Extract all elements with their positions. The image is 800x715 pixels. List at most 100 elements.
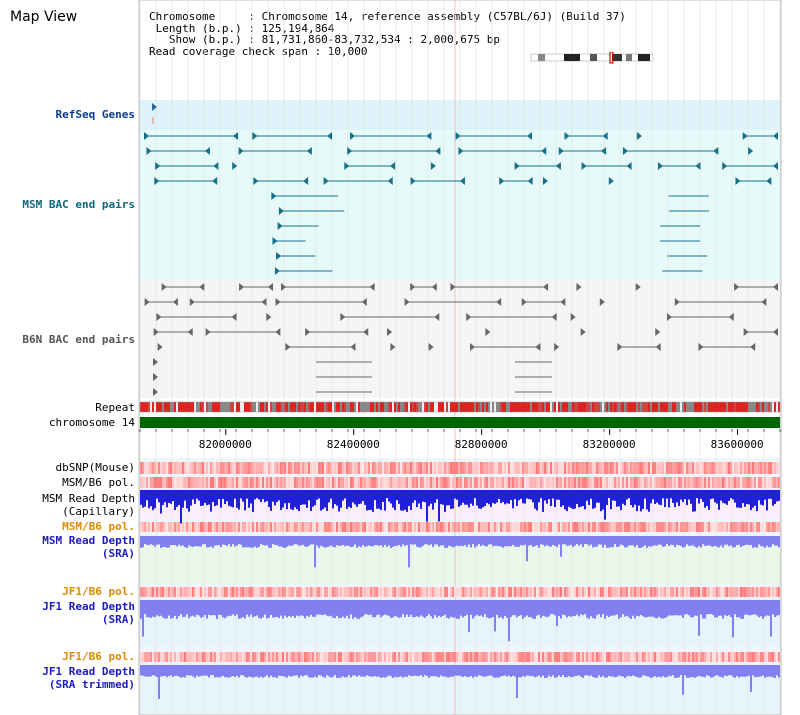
msm-bac-end: [435, 147, 441, 155]
b6n-bac-end: [728, 313, 734, 321]
b6n-bac-end: [239, 283, 245, 291]
b6n-bac-end: [576, 283, 582, 291]
label-jf1-b6-pol-1[interactable]: JF1/B6 pol.: [62, 585, 135, 598]
b6n-bac-end: [551, 313, 557, 321]
msm-bac-end: [344, 162, 350, 170]
b6n-bac-end: [580, 328, 586, 336]
b6n-bac-end: [535, 343, 541, 351]
msm-bac-end: [526, 132, 532, 140]
b6n-bac-end: [363, 328, 369, 336]
b6n-bac-end: [153, 388, 158, 396]
jf1-trimmed-depth: [140, 665, 780, 666]
b6n-bac-end: [404, 298, 410, 306]
label-sra-trimmed: (SRA trimmed): [48, 678, 135, 691]
refseq-gene-marker: [152, 103, 157, 111]
msm-bac-end: [713, 147, 719, 155]
b6n-bac-end: [153, 328, 159, 336]
b6n-bac-end: [189, 298, 195, 306]
label-chromosome[interactable]: chromosome 14: [48, 416, 135, 429]
label-msm-depth-capillary[interactable]: MSM Read Depth: [42, 492, 135, 505]
label-refseq-genes[interactable]: RefSeq Genes: [55, 108, 135, 121]
msm-bac-end: [252, 132, 258, 140]
b6n-bac-end: [199, 283, 205, 291]
b6n-bac-end: [428, 343, 434, 351]
msm-bac-end: [306, 147, 312, 155]
msm-bac-end: [499, 177, 505, 185]
b6n-bac-end: [390, 343, 396, 351]
ideogram-position-marker: [609, 52, 614, 64]
b6n-bac-end: [655, 328, 661, 336]
label-msm-b6-pol-2[interactable]: MSM/B6 pol.: [62, 520, 135, 533]
b6n-bac-end: [285, 343, 291, 351]
b6n-bac-end: [734, 283, 740, 291]
msm-bac-end: [146, 147, 152, 155]
msm-bac-end: [323, 177, 329, 185]
msm-bac-end: [626, 162, 632, 170]
label-jf1-b6-pol-2[interactable]: JF1/B6 pol.: [62, 650, 135, 663]
label-msm-depth-sra[interactable]: MSM Read Depth: [42, 534, 135, 547]
jf1-sra-depth: [140, 600, 780, 601]
b6n-bac-end: [281, 283, 287, 291]
b6n-bac-end: [275, 298, 281, 306]
msm-bac-end: [204, 147, 210, 155]
msm-bac-end: [303, 177, 309, 185]
b6n-bac-end: [466, 313, 472, 321]
b6n-bac-end: [743, 328, 749, 336]
label-b6n-bac[interactable]: B6N BAC end pairs: [22, 333, 135, 346]
b6n-bac-end: [153, 373, 158, 381]
msm-bac-end: [564, 132, 570, 140]
b6n-bac-end: [157, 343, 163, 351]
label-msm-bac[interactable]: MSM BAC end pairs: [22, 198, 135, 211]
chromosome-ideogram[interactable]: [530, 52, 656, 64]
b6n-bac-end: [275, 328, 281, 336]
b6n-bac-end: [666, 313, 672, 321]
info-line-1: Chromosome : Chromosome 14, reference as…: [149, 10, 626, 23]
msm-bac-end: [212, 177, 218, 185]
label-jf1-depth-trimmed[interactable]: JF1 Read Depth: [42, 665, 135, 678]
b6n-bac-end: [172, 298, 178, 306]
b6n-bac-end: [156, 313, 162, 321]
chromosome-bar: [140, 417, 780, 428]
axis-tick-label: 82800000: [455, 438, 508, 451]
msm-capillary-depth: [140, 490, 780, 491]
label-msm-b6-pol-1[interactable]: MSM/B6 pol.: [62, 476, 135, 489]
b6n-bac-end: [431, 283, 437, 291]
msm-bac-end: [558, 147, 564, 155]
b6n-bac-end: [570, 313, 576, 321]
msm-bac-end: [271, 192, 277, 200]
repeat-track: [139, 401, 781, 413]
msm-bac-end: [277, 222, 283, 230]
label-dbsnp[interactable]: dbSNP(Mouse): [55, 461, 135, 474]
msm-bac-end: [735, 177, 741, 185]
b6n-bac-end: [773, 328, 778, 336]
b6n-bac-end: [187, 328, 193, 336]
msm-bac-end: [455, 132, 461, 140]
msm-bac-end: [347, 147, 353, 155]
b6n-bac-end: [261, 298, 267, 306]
b6n-bac-end: [267, 283, 273, 291]
msm-bac-end: [278, 207, 284, 215]
msm-bac-end: [430, 162, 436, 170]
b6n-bac-end: [750, 343, 756, 351]
b6n-bac-end: [635, 283, 641, 291]
panel-border: [138, 0, 782, 715]
msm-bac-end: [327, 132, 333, 140]
msm-bac-end: [541, 147, 547, 155]
msm-bac-end: [144, 132, 150, 140]
label-jf1-depth-sra[interactable]: JF1 Read Depth: [42, 600, 135, 613]
msm-bac-end: [766, 177, 772, 185]
b6n-bac-end: [761, 298, 767, 306]
b6n-bac-end: [496, 298, 502, 306]
msm-bac-end: [602, 132, 608, 140]
b6n-bac-end: [305, 328, 311, 336]
b6n-bac-end: [543, 283, 549, 291]
axis-tick-label: 83600000: [711, 438, 764, 451]
label-capillary: (Capillary): [62, 505, 135, 518]
axis-tick-label: 82000000: [199, 438, 252, 451]
label-repeat[interactable]: Repeat: [95, 401, 135, 414]
msm-bac-end: [410, 177, 416, 185]
msm-bac-end: [622, 147, 628, 155]
msm-bac-end: [514, 162, 520, 170]
msm-bac-end: [233, 132, 239, 140]
